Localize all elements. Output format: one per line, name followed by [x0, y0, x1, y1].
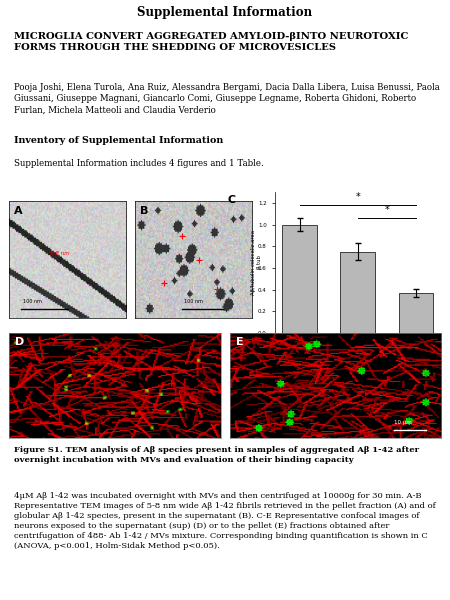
Text: Supplemental Information: Supplemental Information: [137, 5, 313, 19]
Bar: [282, 224, 317, 333]
Text: Inventory of Supplemental Information: Inventory of Supplemental Information: [14, 136, 223, 145]
Text: 4μM Aβ 1-42 was incubated overnight with MVs and then centrifuged at 10000g for : 4μM Aβ 1-42 was incubated overnight with…: [14, 492, 435, 550]
Text: B: B: [140, 206, 148, 215]
Text: Supplemental Information includes 4 figures and 1 Table.: Supplemental Information includes 4 figu…: [14, 159, 263, 168]
Bar: [399, 293, 433, 333]
Text: A: A: [14, 206, 22, 215]
Text: D: D: [15, 337, 25, 347]
Text: Figure S1. TEM analysis of Aβ species present in samples of aggregated Aβ 1-42 a: Figure S1. TEM analysis of Aβ species pr…: [14, 446, 418, 464]
Text: C: C: [228, 195, 236, 205]
Text: 100 nm: 100 nm: [23, 299, 42, 304]
Bar: [340, 251, 375, 333]
Text: *: *: [356, 192, 360, 202]
Text: 10 μm: 10 μm: [395, 421, 412, 425]
Y-axis label: Aβ/tubulin colocaliz.area
β tub: Aβ/tubulin colocaliz.area β tub: [251, 230, 262, 295]
Text: Pooja Joshi, Elena Turola, Ana Ruiz, Alessandra Bergami, Dacia Dalla Libera, Lui: Pooja Joshi, Elena Turola, Ana Ruiz, Ale…: [14, 83, 439, 115]
Text: E: E: [236, 337, 243, 347]
Text: MICROGLIA CONVERT AGGREGATED AMYLOID-βINTO NEUROTOXIC
FORMS THROUGH THE SHEDDING: MICROGLIA CONVERT AGGREGATED AMYLOID-βIN…: [14, 32, 408, 52]
Text: *: *: [384, 205, 389, 215]
Text: 100 nm: 100 nm: [184, 299, 203, 304]
Text: 5-8 nm: 5-8 nm: [50, 251, 70, 256]
